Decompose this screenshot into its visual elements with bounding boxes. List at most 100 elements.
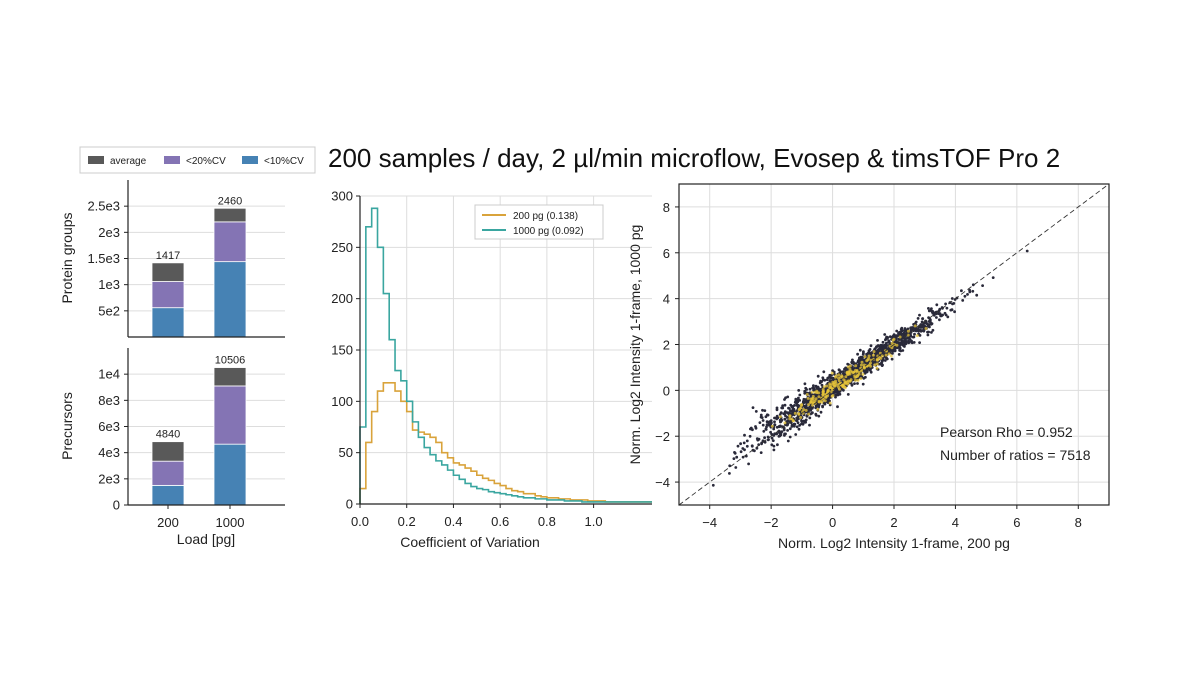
density-point	[890, 341, 894, 345]
density-point	[840, 375, 844, 379]
scatter-point	[897, 331, 900, 335]
scatter-point	[935, 316, 938, 319]
density-point	[829, 390, 833, 394]
scatter-point	[861, 382, 865, 386]
scatter-point	[849, 382, 853, 385]
density-point	[876, 358, 880, 362]
scatter-point	[783, 403, 787, 407]
density-point	[806, 396, 810, 400]
scatter-point	[742, 441, 746, 445]
y-tick-label: 8e3	[98, 393, 120, 408]
y-tick-label: 6	[663, 246, 670, 261]
scatter-point	[814, 412, 818, 416]
density-point	[872, 350, 876, 354]
scatter-point	[759, 451, 763, 454]
scatter-point	[775, 425, 779, 429]
scatter-point	[779, 431, 783, 435]
scatter-point	[819, 379, 822, 383]
scatter-point	[930, 331, 933, 334]
precursors-panel: 4840 10506 0 2e3 4e3 6e3 8e3 1e4 200 100…	[59, 348, 285, 547]
scatter-point	[935, 303, 939, 307]
scatter-point	[991, 276, 995, 279]
scatter-point	[913, 327, 917, 331]
density-point	[873, 363, 877, 367]
y-tick-label: 0	[346, 497, 353, 512]
legend-label-average: average	[110, 156, 147, 167]
scatter-point	[915, 329, 918, 333]
scatter-point	[796, 421, 800, 425]
scatter-point	[981, 284, 984, 287]
scatter-point	[853, 382, 856, 385]
x-tick-label: −2	[764, 515, 779, 530]
scatter-point	[888, 335, 892, 338]
scatter-point	[769, 422, 773, 426]
y-tick-label: 1e4	[98, 367, 120, 382]
y-tick-label: 100	[331, 394, 353, 409]
scatter-point	[879, 344, 882, 347]
scatter-point	[790, 405, 794, 409]
scatter-point	[816, 374, 820, 378]
y-tick-label: 2e3	[98, 471, 120, 486]
scatter-point	[868, 348, 872, 351]
density-point	[854, 364, 858, 368]
density-point	[828, 386, 832, 390]
scatter-point	[851, 358, 854, 362]
density-point	[837, 376, 840, 380]
density-point	[837, 379, 841, 383]
cv-grid	[359, 195, 652, 505]
scatter-point	[757, 437, 761, 441]
scatter-point	[817, 414, 821, 418]
scatter-point	[817, 405, 820, 409]
scatter-point	[828, 379, 832, 382]
scatter-point	[858, 358, 861, 362]
y-tick-label: 300	[331, 189, 353, 204]
density-point	[854, 378, 857, 382]
cv-series-1000pg	[359, 207, 652, 504]
scatter-point	[842, 388, 845, 392]
scatter-point	[759, 413, 763, 417]
scatter-point	[758, 421, 762, 424]
scatter-point	[779, 424, 782, 428]
bar-segment	[151, 441, 185, 462]
density-point	[846, 379, 850, 383]
scatter-point	[803, 389, 807, 393]
scatter-y-ticks: −4 −2 0 2 4 6 8	[655, 200, 670, 490]
x-tick-label: 0.6	[491, 514, 509, 529]
scatter-point	[971, 283, 975, 287]
protein-groups-y-ticks: 5e2 1e3 1.5e3 2e3 2.5e3	[87, 199, 120, 319]
x-tick-label: 1000	[216, 515, 245, 530]
density-point	[847, 370, 851, 374]
scatter-point	[890, 357, 894, 361]
scatter-point	[802, 397, 806, 401]
density-point	[848, 364, 852, 368]
scatter-point	[900, 326, 904, 330]
x-tick-label: 4	[952, 515, 959, 530]
scatter-point	[945, 306, 949, 310]
scatter-point	[770, 436, 774, 440]
bar-segment	[151, 262, 185, 282]
scatter-point	[773, 416, 776, 420]
density-point	[887, 352, 891, 356]
y-tick-label: 1.5e3	[87, 251, 120, 266]
scatter-point	[784, 432, 787, 436]
density-point	[821, 388, 825, 391]
scatter-point	[794, 433, 798, 436]
scatter-point	[793, 404, 796, 407]
scatter-point	[783, 417, 787, 421]
scatter-point	[950, 308, 954, 312]
scatter-point	[899, 332, 903, 336]
density-point	[823, 399, 827, 403]
scatter-point	[804, 386, 808, 390]
scatter-point	[711, 483, 715, 487]
density-point	[834, 375, 837, 379]
density-point	[810, 390, 814, 394]
density-point	[860, 360, 864, 364]
bar-segment	[213, 367, 247, 387]
density-point	[826, 388, 830, 392]
density-point	[814, 397, 818, 401]
scatter-point	[836, 393, 839, 397]
scatter-point	[971, 289, 975, 293]
bar-legend: average <20%CV <10%CV	[79, 146, 316, 174]
bar-segment	[151, 460, 185, 486]
scatter-point	[761, 423, 765, 427]
